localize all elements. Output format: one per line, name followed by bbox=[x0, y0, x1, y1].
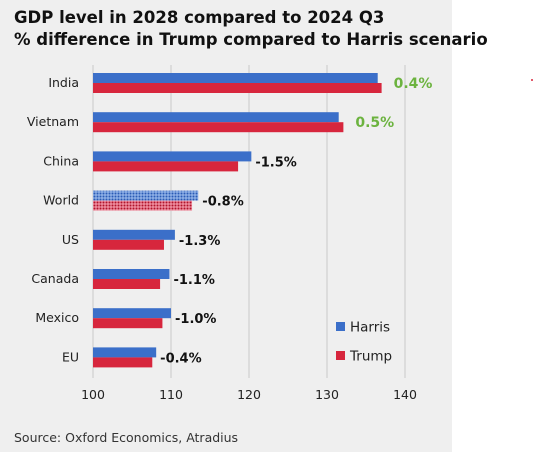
bar-harris-china bbox=[93, 151, 252, 162]
bar-harris-world bbox=[93, 190, 199, 201]
category-label-eu: EU bbox=[62, 349, 79, 364]
data-label-us: -1.3% bbox=[179, 234, 220, 249]
data-label-vietnam: 0.5% bbox=[355, 115, 394, 131]
bar-harris-mexico bbox=[93, 308, 171, 319]
source-note: Source: Oxford Economics, Atradius bbox=[14, 430, 239, 445]
data-label-canada: -1.1% bbox=[173, 273, 214, 288]
bar-harris-canada bbox=[93, 269, 170, 279]
bar-harris-india bbox=[93, 73, 378, 83]
data-label-eu: -0.4% bbox=[160, 351, 201, 366]
bar-trump-india bbox=[93, 83, 382, 93]
chart-title-line1: GDP level in 2028 compared to 2024 Q3 bbox=[14, 8, 385, 27]
legend-swatch-harris bbox=[336, 322, 345, 331]
legend-label-trump: Trump bbox=[349, 349, 392, 365]
category-label-mexico: Mexico bbox=[35, 310, 79, 325]
legend-label-harris: Harris bbox=[350, 320, 390, 336]
bar-trump-eu bbox=[93, 357, 153, 368]
category-label-world: World bbox=[43, 193, 79, 208]
stray-dot-mark bbox=[531, 79, 533, 81]
data-label-india: 0.4% bbox=[394, 76, 433, 92]
data-label-mexico: -1.0% bbox=[175, 312, 216, 327]
bar-trump-vietnam bbox=[93, 122, 344, 133]
legend: Harris Trump bbox=[336, 320, 392, 365]
bar-trump-china bbox=[93, 161, 239, 172]
bar-trump-mexico bbox=[93, 318, 163, 329]
bars bbox=[93, 73, 382, 368]
data-label-world: -0.8% bbox=[202, 195, 243, 210]
legend-swatch-trump bbox=[336, 351, 345, 360]
bar-trump-us bbox=[93, 239, 164, 250]
bar-trump-canada bbox=[93, 279, 161, 289]
category-label-india: India bbox=[48, 75, 79, 90]
x-tick-label-110: 110 bbox=[159, 387, 183, 402]
category-label-vietnam: Vietnam bbox=[27, 114, 79, 129]
bar-harris-eu bbox=[93, 347, 157, 358]
bar-trump-world bbox=[93, 200, 193, 211]
x-tick-label-140: 140 bbox=[393, 387, 417, 402]
category-label-canada: Canada bbox=[31, 271, 79, 286]
x-tick-label-120: 120 bbox=[237, 387, 261, 402]
x-tick-label-130: 130 bbox=[315, 387, 339, 402]
bar-harris-vietnam bbox=[93, 112, 339, 123]
x-tick-label-100: 100 bbox=[81, 387, 105, 402]
chart-title: GDP level in 2028 compared to 2024 Q3 % … bbox=[14, 7, 488, 51]
labels: 100 110 120 130 140 India 0.4% Vietnam 0.5% China… bbox=[27, 75, 433, 402]
bar-harris-us bbox=[93, 229, 175, 240]
data-label-china: -1.5% bbox=[255, 155, 296, 170]
chart-subtitle: % difference in Trump compared to Harris… bbox=[14, 30, 488, 49]
category-label-us: US bbox=[62, 232, 79, 247]
category-label-china: China bbox=[43, 153, 79, 168]
